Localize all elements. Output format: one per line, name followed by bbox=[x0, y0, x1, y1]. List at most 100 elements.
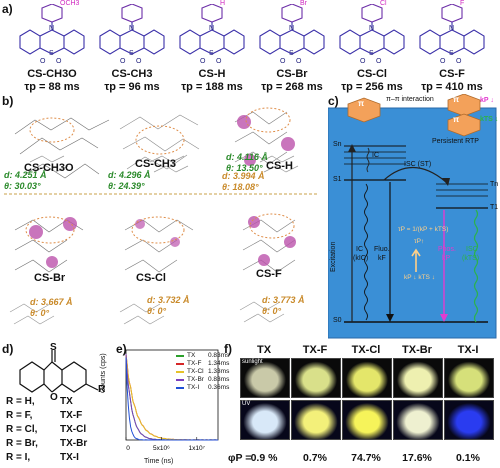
ic-kic-label: IC bbox=[356, 246, 363, 253]
molecule-structure-2 bbox=[179, 3, 245, 55]
molecule-name: CS-CH3 bbox=[111, 68, 153, 80]
theta-value-ch3o: θ: 30.03° bbox=[4, 181, 41, 191]
theta-value-ch3: θ: 24.39° bbox=[108, 181, 145, 191]
crystal-name-f: CS-F bbox=[256, 268, 282, 280]
legend-series-name: TX-Cl bbox=[187, 368, 204, 375]
level-s0: S0 bbox=[333, 317, 342, 324]
molecule-name: CS-Br bbox=[276, 68, 308, 80]
uv-row-label: UV bbox=[242, 401, 251, 407]
thioxanthone-r-group: R bbox=[98, 384, 106, 395]
atom-o-left-label: O bbox=[440, 58, 446, 65]
legend-lifetime: 1.33ms bbox=[208, 368, 230, 375]
thioxanthone-structure bbox=[19, 350, 99, 393]
d-value-h: d: 4.116 Å bbox=[226, 152, 268, 162]
theta-value-h: θ: 13.50° bbox=[226, 163, 263, 173]
atom-n-label: N bbox=[289, 25, 295, 32]
ic-kic-sub: (kIC) bbox=[353, 255, 369, 262]
phi-value: 0.9 % bbox=[250, 452, 278, 464]
panel-d-label: d) bbox=[2, 342, 14, 356]
level-s1: S1 bbox=[333, 176, 342, 183]
molecule-4: N S O O Cl CS-Cl τp = 256 ms bbox=[332, 0, 412, 96]
crystal-name-ch3: CS-CH3 bbox=[135, 158, 176, 170]
molecule-tau: τp = 268 ms bbox=[261, 81, 323, 93]
isc-st-label: ISC (ST) bbox=[404, 161, 432, 168]
legend-item: TX-Br 0.83ms bbox=[176, 376, 229, 384]
atom-o-right-label: O bbox=[136, 58, 142, 65]
kp-down-label: kP ↓ bbox=[480, 97, 494, 104]
sunlight-photo bbox=[291, 358, 341, 398]
d-value-f: d: 3.773 Å bbox=[262, 295, 305, 305]
d-value-cl: d: 3.732 Å bbox=[147, 295, 190, 305]
theta2-value-h: θ: 18.08° bbox=[222, 182, 259, 192]
legend-series-name: TX bbox=[187, 352, 196, 359]
panel-c-label: c) bbox=[328, 94, 339, 108]
sunlight-photo bbox=[444, 358, 494, 398]
theta-value-cl: θ: 0° bbox=[147, 306, 167, 316]
molecule-tau: τp = 88 ms bbox=[24, 81, 80, 93]
level-tn: Tn bbox=[490, 181, 499, 188]
pi-label-right-bottom: π bbox=[453, 115, 460, 124]
panel-b-label: b) bbox=[2, 94, 14, 108]
kts-down-label: kTS ↓ bbox=[480, 116, 499, 123]
fluo-kf-label: kF bbox=[378, 255, 386, 262]
theta-value-br: θ: 0° bbox=[30, 308, 50, 318]
legend-item: TX 0.83ms bbox=[176, 352, 229, 360]
phos-label: Phos. bbox=[438, 246, 456, 253]
legend-lifetime: 1.34ms bbox=[208, 360, 230, 367]
legend-swatch bbox=[176, 387, 184, 389]
molecule-structure-1 bbox=[99, 3, 165, 55]
pi-ring-pair-left bbox=[347, 97, 381, 123]
panel-b-crystal-art bbox=[4, 107, 318, 325]
substituent-r-value: R = H, bbox=[6, 396, 35, 407]
molecule-1: N S O O CS-CH3 τp = 96 ms bbox=[92, 3, 172, 96]
jablonski-diagram bbox=[328, 94, 497, 339]
molecule-structure-3 bbox=[259, 3, 325, 55]
crystal-name-cl: CS-Cl bbox=[136, 272, 166, 284]
legend-item: TX-I 0.36ms bbox=[176, 384, 229, 392]
thioxanthone-o-atom: O bbox=[50, 392, 58, 403]
substituent-r-value: R = F, bbox=[6, 410, 33, 421]
legend-series-name: TX-Br bbox=[187, 376, 204, 383]
sunlight-photo bbox=[393, 358, 443, 398]
legend-series-name: TX-I bbox=[187, 384, 200, 391]
level-t1: T1 bbox=[490, 204, 499, 211]
tau-formula: τP = 1/(kP + kTS) bbox=[398, 226, 449, 233]
crystal-name-br: CS-Br bbox=[34, 272, 66, 284]
uv-photo bbox=[291, 400, 341, 440]
legend-lifetime: 0.36ms bbox=[208, 384, 230, 391]
kp-kts-down-label: kP ↓ kTS ↓ bbox=[404, 274, 435, 281]
decay-chart: 0 5x10⁶ 1x10⁷ bbox=[125, 349, 219, 452]
atom-s-label: S bbox=[129, 50, 134, 57]
tau-up-label: τP↑ bbox=[414, 238, 425, 245]
atom-s-label: S bbox=[289, 50, 294, 57]
substituent-label: Br bbox=[300, 0, 307, 7]
substituent-r-value: R = I, bbox=[6, 452, 31, 463]
molecule-structure-4 bbox=[339, 3, 405, 55]
d2-value-h: d: 3.994 Å bbox=[222, 171, 265, 181]
molecule-name: CS-CH3O bbox=[27, 68, 77, 80]
molecule-name: CS-F bbox=[439, 68, 465, 80]
d-value-ch3o: d: 4.251 Å bbox=[4, 170, 47, 180]
legend-series-name: TX-F bbox=[187, 360, 202, 367]
theta-value-f: θ: 0° bbox=[262, 306, 282, 316]
atom-s-label: S bbox=[369, 50, 374, 57]
molecule-structure-5 bbox=[419, 3, 485, 55]
d-value-br: d: 3.667 Å bbox=[30, 297, 73, 307]
molecule-5: N S O O F CS-F τp = 410 ms bbox=[412, 0, 492, 96]
legend-item: TX-F 1.34ms bbox=[176, 360, 229, 368]
legend-item: TX-Cl 1.33ms bbox=[176, 368, 229, 376]
phi-value: 74.7% bbox=[351, 452, 381, 464]
substituent-label: F bbox=[460, 0, 465, 7]
ic-top-label: IC bbox=[372, 152, 379, 159]
molecule-name: CS-Cl bbox=[357, 68, 387, 80]
x-tick-label: 5x10⁶ bbox=[153, 445, 170, 452]
panel-f-label: f) bbox=[224, 342, 232, 356]
compound-name: TX-F bbox=[60, 410, 83, 421]
atom-s-label: S bbox=[49, 50, 54, 57]
compound-name: TX bbox=[60, 396, 73, 407]
atom-n-label: N bbox=[49, 25, 55, 32]
atom-o-left-label: O bbox=[40, 58, 46, 65]
chart-ylabel: Counts (cps) bbox=[100, 353, 107, 393]
chart-plot-frame bbox=[125, 349, 219, 441]
uv-photo bbox=[444, 400, 494, 440]
